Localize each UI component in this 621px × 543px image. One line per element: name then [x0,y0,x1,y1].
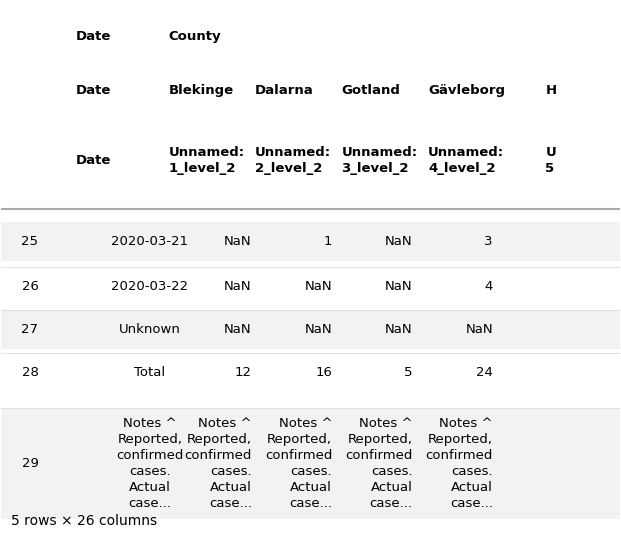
Text: U
5: U 5 [545,146,556,175]
Text: Unnamed:
1_level_2: Unnamed: 1_level_2 [168,146,245,175]
Text: 2020-03-21: 2020-03-21 [111,235,188,248]
Text: Gävleborg: Gävleborg [428,84,505,97]
Text: NaN: NaN [465,323,493,336]
Bar [1,408,620,519]
Text: Notes ^
Reported,
confirmed
cases.
Actual
case...: Notes ^ Reported, confirmed cases. Actua… [184,417,252,510]
Text: Unnamed:
2_level_2: Unnamed: 2_level_2 [255,146,331,175]
Text: Dalarna: Dalarna [255,84,314,97]
Text: Notes ^
Reported,
confirmed
cases.
Actual
case...: Notes ^ Reported, confirmed cases. Actua… [345,417,412,510]
Text: 28: 28 [22,366,39,379]
Text: Date: Date [76,30,111,43]
Text: H: H [545,84,556,97]
Text: 12: 12 [235,366,252,379]
Text: NaN: NaN [385,323,412,336]
Text: 5: 5 [404,366,412,379]
Text: NaN: NaN [304,280,332,293]
Text: NaN: NaN [304,323,332,336]
Text: 5 rows × 26 columns: 5 rows × 26 columns [11,514,156,528]
Text: Date: Date [76,84,111,97]
Text: Total: Total [134,366,165,379]
Text: Notes ^
Reported,
confirmed
cases.
Actual
case...: Notes ^ Reported, confirmed cases. Actua… [265,417,332,510]
Text: Date: Date [76,154,111,167]
Text: NaN: NaN [385,235,412,248]
Text: 25: 25 [22,235,39,248]
Text: 16: 16 [315,366,332,379]
Text: Notes ^
Reported,
confirmed
cases.
Actual
case...: Notes ^ Reported, confirmed cases. Actua… [425,417,493,510]
Text: Unknown: Unknown [119,323,181,336]
Text: 27: 27 [22,323,39,336]
Text: NaN: NaN [385,280,412,293]
Text: County: County [168,30,221,43]
Text: Unnamed:
4_level_2: Unnamed: 4_level_2 [428,146,504,175]
Text: 2020-03-22: 2020-03-22 [111,280,188,293]
Text: 4: 4 [484,280,493,293]
Text: Blekinge: Blekinge [168,84,233,97]
Text: 29: 29 [22,457,39,470]
Bar [1,353,620,392]
Text: 3: 3 [484,235,493,248]
Text: 1: 1 [324,235,332,248]
Text: Gotland: Gotland [342,84,401,97]
Bar [1,310,620,349]
Bar [1,222,620,261]
Text: Notes ^
Reported,
confirmed
cases.
Actual
case...: Notes ^ Reported, confirmed cases. Actua… [116,417,183,510]
Text: NaN: NaN [224,280,252,293]
Text: NaN: NaN [224,323,252,336]
Bar [1,267,620,306]
Text: Unnamed:
3_level_2: Unnamed: 3_level_2 [342,146,417,175]
Text: NaN: NaN [224,235,252,248]
Text: 26: 26 [22,280,39,293]
Text: 24: 24 [476,366,493,379]
